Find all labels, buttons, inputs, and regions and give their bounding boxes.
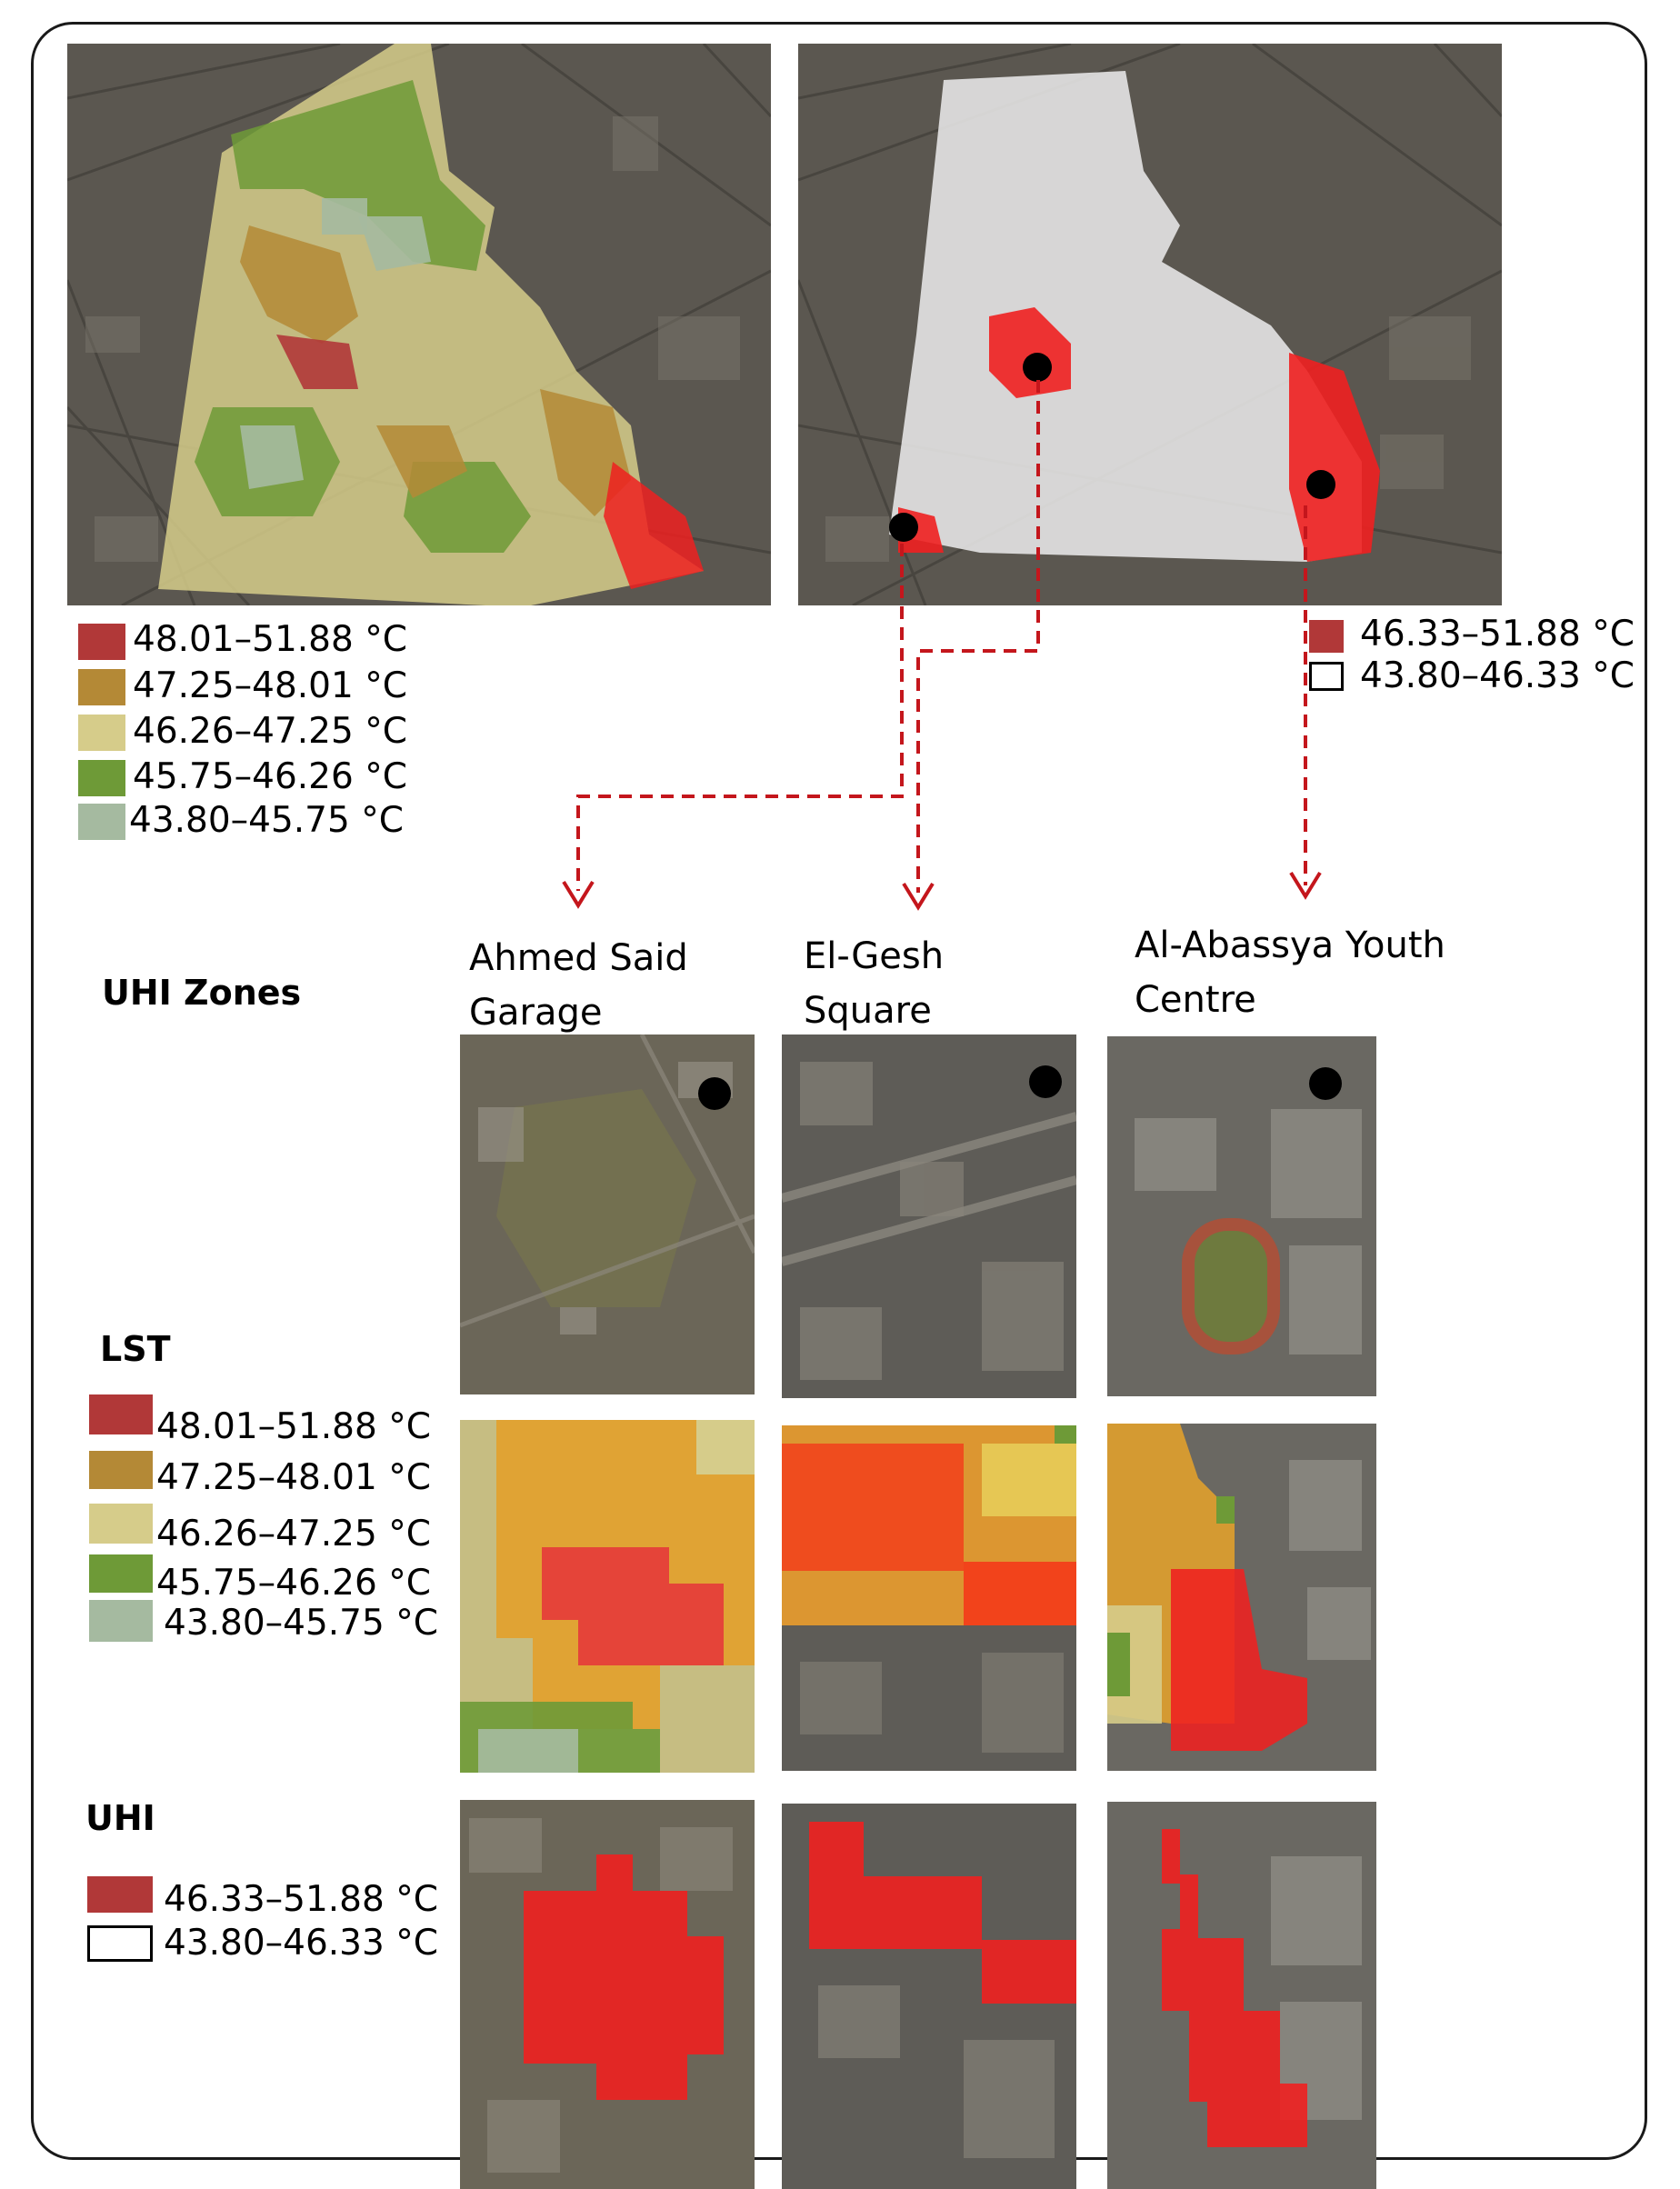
lst-map-abassya xyxy=(1107,1424,1376,1771)
row-title-uhi: UHI xyxy=(85,1798,155,1838)
north-marker-el-gesh xyxy=(1029,1065,1062,1098)
lst-legend-label-5: 43.80–45.75 °C xyxy=(129,800,404,841)
lst2-legend-swatch-3 xyxy=(89,1504,153,1544)
row-title-lst: LST xyxy=(100,1329,171,1369)
zone-map-el-gesh xyxy=(782,1035,1076,1398)
lst2-legend-label-3: 46.26–47.25 °C xyxy=(156,1514,431,1554)
lst-legend-swatch-5 xyxy=(78,804,125,840)
north-marker-ahmed-said xyxy=(698,1077,731,1110)
lst2-legend-label-5: 43.80–45.75 °C xyxy=(164,1603,438,1644)
uhi2-legend-label-1: 46.33–51.88 °C xyxy=(164,1879,438,1920)
lst-legend-swatch-1 xyxy=(78,624,125,660)
north-marker-abassya xyxy=(1309,1067,1342,1100)
site-title-line2: Garage xyxy=(469,992,603,1034)
uhi-map-ahmed-said xyxy=(460,1800,755,2189)
lst-legend-label-3: 46.26–47.25 °C xyxy=(133,711,407,752)
lst-legend-label-1: 48.01–51.88 °C xyxy=(133,619,407,660)
site-title-el-gesh: El-Gesh Square xyxy=(804,929,1104,1038)
uhi-overview-map xyxy=(798,44,1502,605)
uhi-map-abassya xyxy=(1107,1802,1376,2189)
lst-map-ahmed-said xyxy=(460,1420,755,1773)
uhi2-legend-swatch-2 xyxy=(87,1925,153,1962)
site-marker-el-gesh xyxy=(1023,353,1052,382)
site-title-abassya: Al-Abassya Youth Centre xyxy=(1135,918,1516,1027)
site-marker-abassya xyxy=(1306,470,1335,499)
uhi-legend-swatch-2 xyxy=(1309,662,1344,691)
lst-map-el-gesh xyxy=(782,1425,1076,1771)
uhi-map-el-gesh xyxy=(782,1804,1076,2189)
site-title-line2: Square xyxy=(804,990,932,1032)
site-title-line1: El-Gesh xyxy=(804,935,945,977)
site-title-line1: Al-Abassya Youth xyxy=(1135,925,1445,966)
lst-legend-swatch-2 xyxy=(78,669,125,705)
lst2-legend-label-4: 45.75–46.26 °C xyxy=(156,1563,431,1604)
lst2-legend-label-1: 48.01–51.88 °C xyxy=(156,1406,431,1447)
uhi2-legend-label-2: 43.80–46.33 °C xyxy=(164,1923,438,1964)
zone-map-ahmed-said xyxy=(460,1035,755,1394)
zone-map-abassya xyxy=(1107,1036,1376,1396)
lst2-legend-label-2: 47.25–48.01 °C xyxy=(156,1457,431,1498)
site-title-line2: Centre xyxy=(1135,979,1256,1021)
row-title-zones: UHI Zones xyxy=(102,973,302,1013)
uhi-legend-label-1: 46.33–51.88 °C xyxy=(1360,614,1635,655)
lst-overview-map xyxy=(67,44,771,605)
site-marker-ahmed-said xyxy=(889,513,918,542)
site-title-line1: Ahmed Said xyxy=(469,937,688,979)
lst2-legend-swatch-2 xyxy=(89,1451,153,1489)
lst2-legend-swatch-5 xyxy=(89,1600,153,1642)
lst-legend-label-4: 45.75–46.26 °C xyxy=(133,756,407,797)
lst-legend-swatch-4 xyxy=(78,760,125,796)
uhi2-legend-swatch-1 xyxy=(87,1876,153,1913)
lst2-legend-swatch-4 xyxy=(89,1554,153,1593)
uhi-legend-label-2: 43.80–46.33 °C xyxy=(1360,655,1635,696)
lst2-legend-swatch-1 xyxy=(89,1394,153,1434)
lst-legend-label-2: 47.25–48.01 °C xyxy=(133,665,407,706)
site-title-ahmed-said: Ahmed Said Garage xyxy=(469,931,769,1040)
uhi-legend-swatch-1 xyxy=(1309,620,1344,653)
lst-legend-swatch-3 xyxy=(78,715,125,751)
